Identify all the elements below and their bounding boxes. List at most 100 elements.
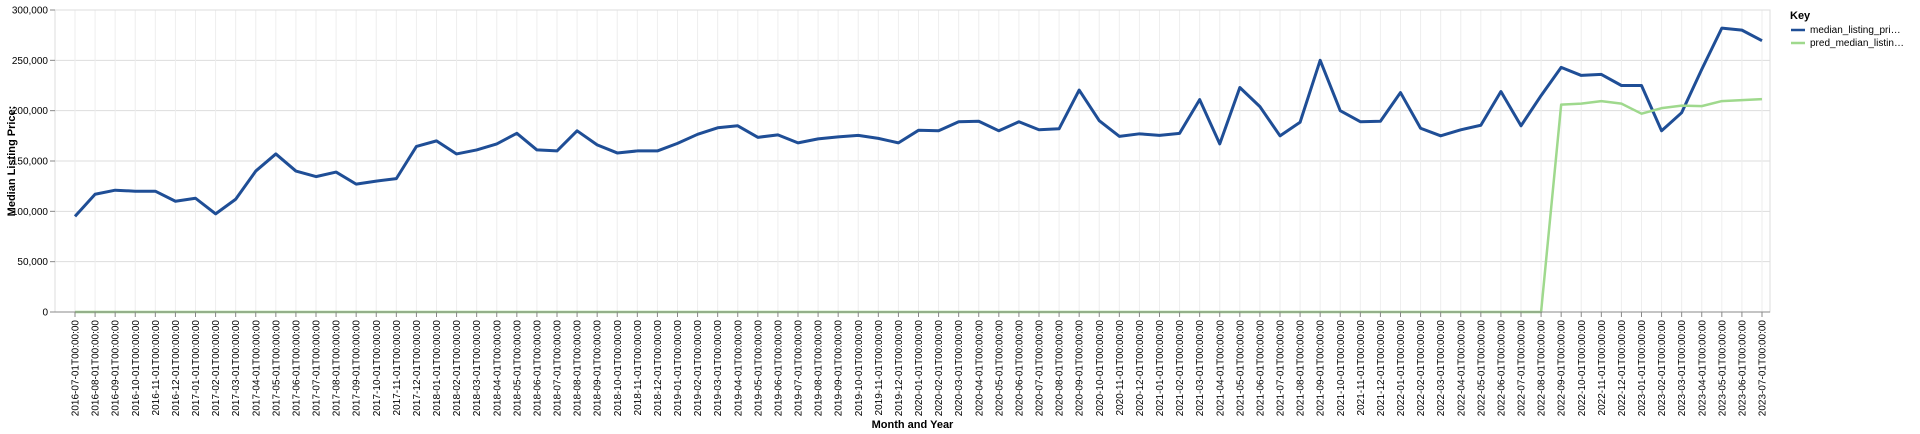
x-tick-label: 2019-07-01T00:00:00: [794, 320, 805, 417]
x-tick-label: 2017-02-01T00:00:00: [211, 320, 222, 417]
x-tick-label: 2019-01-01T00:00:00: [673, 320, 684, 417]
x-tick-label: 2022-03-01T00:00:00: [1436, 320, 1447, 417]
x-tick-label: 2020-05-01T00:00:00: [994, 320, 1005, 417]
x-tick-label: 2020-02-01T00:00:00: [934, 320, 945, 417]
x-axis: 2016-07-01T00:00:00 2016-08-01T00:00:00 20…: [55, 311, 1770, 417]
x-tick-label: 2020-04-01T00:00:00: [974, 320, 985, 417]
y-axis: 0 50,000 100,000 150,000 200,000 250,000 300,0…: [12, 6, 55, 319]
x-axis-title: Month and Year: [872, 419, 954, 431]
legend-label: pred_median_listin…: [1810, 38, 1904, 49]
x-tick-label: 2017-01-01T00:00:00: [191, 320, 202, 417]
x-tick-label: 2016-08-01T00:00:00: [91, 320, 102, 417]
x-tick-label: 2019-12-01T00:00:00: [894, 320, 905, 417]
x-tick-label: 2021-04-01T00:00:00: [1215, 320, 1226, 417]
x-tick-label: 2020-03-01T00:00:00: [954, 320, 965, 417]
x-tick-label: 2016-12-01T00:00:00: [171, 320, 182, 417]
x-tick-label: 2017-08-01T00:00:00: [332, 320, 343, 417]
x-tick-label: 2021-08-01T00:00:00: [1296, 320, 1307, 417]
x-tick-label: 2021-02-01T00:00:00: [1175, 320, 1186, 417]
x-tick-label: 2023-03-01T00:00:00: [1677, 320, 1688, 417]
x-tick-label: 2023-05-01T00:00:00: [1717, 320, 1728, 417]
x-tick-label: 2020-06-01T00:00:00: [1014, 320, 1025, 417]
x-tick-label: 2016-09-01T00:00:00: [111, 320, 122, 417]
x-tick-label: 2020-09-01T00:00:00: [1075, 320, 1086, 417]
series-line-1: [73, 26, 1763, 218]
x-tick-label: 2022-01-01T00:00:00: [1396, 320, 1407, 417]
x-tick-label: 2019-04-01T00:00:00: [733, 320, 744, 417]
x-tick-label: 2023-01-01T00:00:00: [1637, 320, 1648, 417]
x-tick-label: 2017-12-01T00:00:00: [412, 320, 423, 417]
x-tick-label: 2021-05-01T00:00:00: [1235, 320, 1246, 417]
x-tick-label: 2019-05-01T00:00:00: [753, 320, 764, 417]
x-tick-label: 2023-02-01T00:00:00: [1657, 320, 1668, 417]
legend-title: Key: [1790, 10, 1811, 22]
x-tick-label: 2016-10-01T00:00:00: [131, 320, 142, 417]
x-tick-label: 2021-01-01T00:00:00: [1155, 320, 1166, 417]
y-tick-label: 100,000: [12, 207, 49, 218]
x-tick-label: 2022-11-01T00:00:00: [1597, 320, 1608, 416]
x-tick-label: 2018-05-01T00:00:00: [512, 320, 523, 417]
x-tick-label: 2017-10-01T00:00:00: [372, 320, 383, 417]
x-tick-label: 2020-07-01T00:00:00: [1035, 320, 1046, 417]
x-tick-label: 2020-10-01T00:00:00: [1095, 320, 1106, 417]
x-tick-label: 2018-06-01T00:00:00: [532, 320, 543, 417]
x-tick-label: 2020-12-01T00:00:00: [1135, 320, 1146, 417]
x-tick-label: 2022-08-01T00:00:00: [1537, 320, 1548, 417]
y-tick-label: 0: [42, 308, 48, 319]
x-tick-label: 2017-09-01T00:00:00: [352, 320, 363, 417]
x-tick-label: 2019-03-01T00:00:00: [713, 320, 724, 417]
x-tick-label: 2019-08-01T00:00:00: [814, 320, 825, 417]
x-tick-label: 2016-07-01T00:00:00: [71, 320, 82, 417]
x-tick-label: 2022-02-01T00:00:00: [1416, 320, 1427, 417]
x-tick-label: 2021-03-01T00:00:00: [1195, 320, 1206, 417]
x-tick-label: 2021-07-01T00:00:00: [1276, 320, 1287, 417]
x-tick-label: 2023-06-01T00:00:00: [1737, 320, 1748, 417]
x-tick-label: 2017-11-01T00:00:00: [392, 320, 403, 416]
x-tick-label: 2021-10-01T00:00:00: [1336, 320, 1347, 417]
x-tick-label: 2018-10-01T00:00:00: [613, 320, 624, 417]
x-tick-label: 2022-05-01T00:00:00: [1476, 320, 1487, 417]
x-tick-label: 2023-07-01T00:00:00: [1758, 320, 1769, 417]
x-tick-label: 2020-01-01T00:00:00: [914, 320, 925, 417]
x-tick-label: 2019-06-01T00:00:00: [773, 320, 784, 417]
x-tick-label: 2017-05-01T00:00:00: [271, 320, 282, 417]
x-tick-label: 2022-10-01T00:00:00: [1577, 320, 1588, 417]
legend: Key median_listing_pri… pred_median_listi…: [1790, 10, 1904, 49]
x-tick-label: 2018-08-01T00:00:00: [573, 320, 584, 417]
x-tick-label: 2022-12-01T00:00:00: [1617, 320, 1628, 417]
x-tick-label: 2023-04-01T00:00:00: [1697, 320, 1708, 417]
x-tick-label: 2022-06-01T00:00:00: [1496, 320, 1507, 417]
x-tick-label: 2019-02-01T00:00:00: [693, 320, 704, 417]
x-tick-label: 2021-11-01T00:00:00: [1356, 320, 1367, 416]
y-tick-label: 200,000: [12, 106, 49, 117]
x-tick-label: 2018-04-01T00:00:00: [492, 320, 503, 417]
x-tick-label: 2018-11-01T00:00:00: [633, 320, 644, 416]
x-tick-label: 2016-11-01T00:00:00: [151, 320, 162, 416]
x-tick-label: 2020-11-01T00:00:00: [1115, 320, 1126, 416]
x-tick-label: 2021-12-01T00:00:00: [1376, 320, 1387, 417]
x-tick-label: 2017-04-01T00:00:00: [251, 320, 262, 417]
x-tick-label: 2018-03-01T00:00:00: [472, 320, 483, 417]
gridlines: [55, 9, 1770, 313]
x-tick-label: 2021-06-01T00:00:00: [1255, 320, 1266, 417]
x-tick-label: 2018-01-01T00:00:00: [432, 320, 443, 417]
legend-items: median_listing_pri… pred_median_listin…: [1791, 25, 1904, 49]
y-axis-title: Median Listing Price:: [6, 106, 18, 217]
x-tick-label: 2020-08-01T00:00:00: [1055, 320, 1066, 417]
x-tick-label: 2017-06-01T00:00:00: [291, 320, 302, 417]
x-tick-label: 2022-09-01T00:00:00: [1557, 320, 1568, 417]
x-tick-label: 2018-07-01T00:00:00: [553, 320, 564, 417]
legend-label: median_listing_pri…: [1810, 25, 1901, 36]
x-tick-label: 2018-09-01T00:00:00: [593, 320, 604, 417]
y-tick-label: 50,000: [17, 257, 48, 268]
x-tick-label: 2019-09-01T00:00:00: [834, 320, 845, 417]
x-tick-label: 2022-04-01T00:00:00: [1456, 320, 1467, 417]
x-tick-label: 2019-10-01T00:00:00: [854, 320, 865, 417]
x-tick-label: 2021-09-01T00:00:00: [1316, 320, 1327, 417]
x-tick-label: 2018-02-01T00:00:00: [452, 320, 463, 417]
x-tick-label: 2017-07-01T00:00:00: [312, 320, 323, 417]
x-tick-label: 2017-03-01T00:00:00: [231, 320, 242, 417]
x-tick-label: 2018-12-01T00:00:00: [653, 320, 664, 417]
x-tick-label: 2019-11-01T00:00:00: [874, 320, 885, 416]
